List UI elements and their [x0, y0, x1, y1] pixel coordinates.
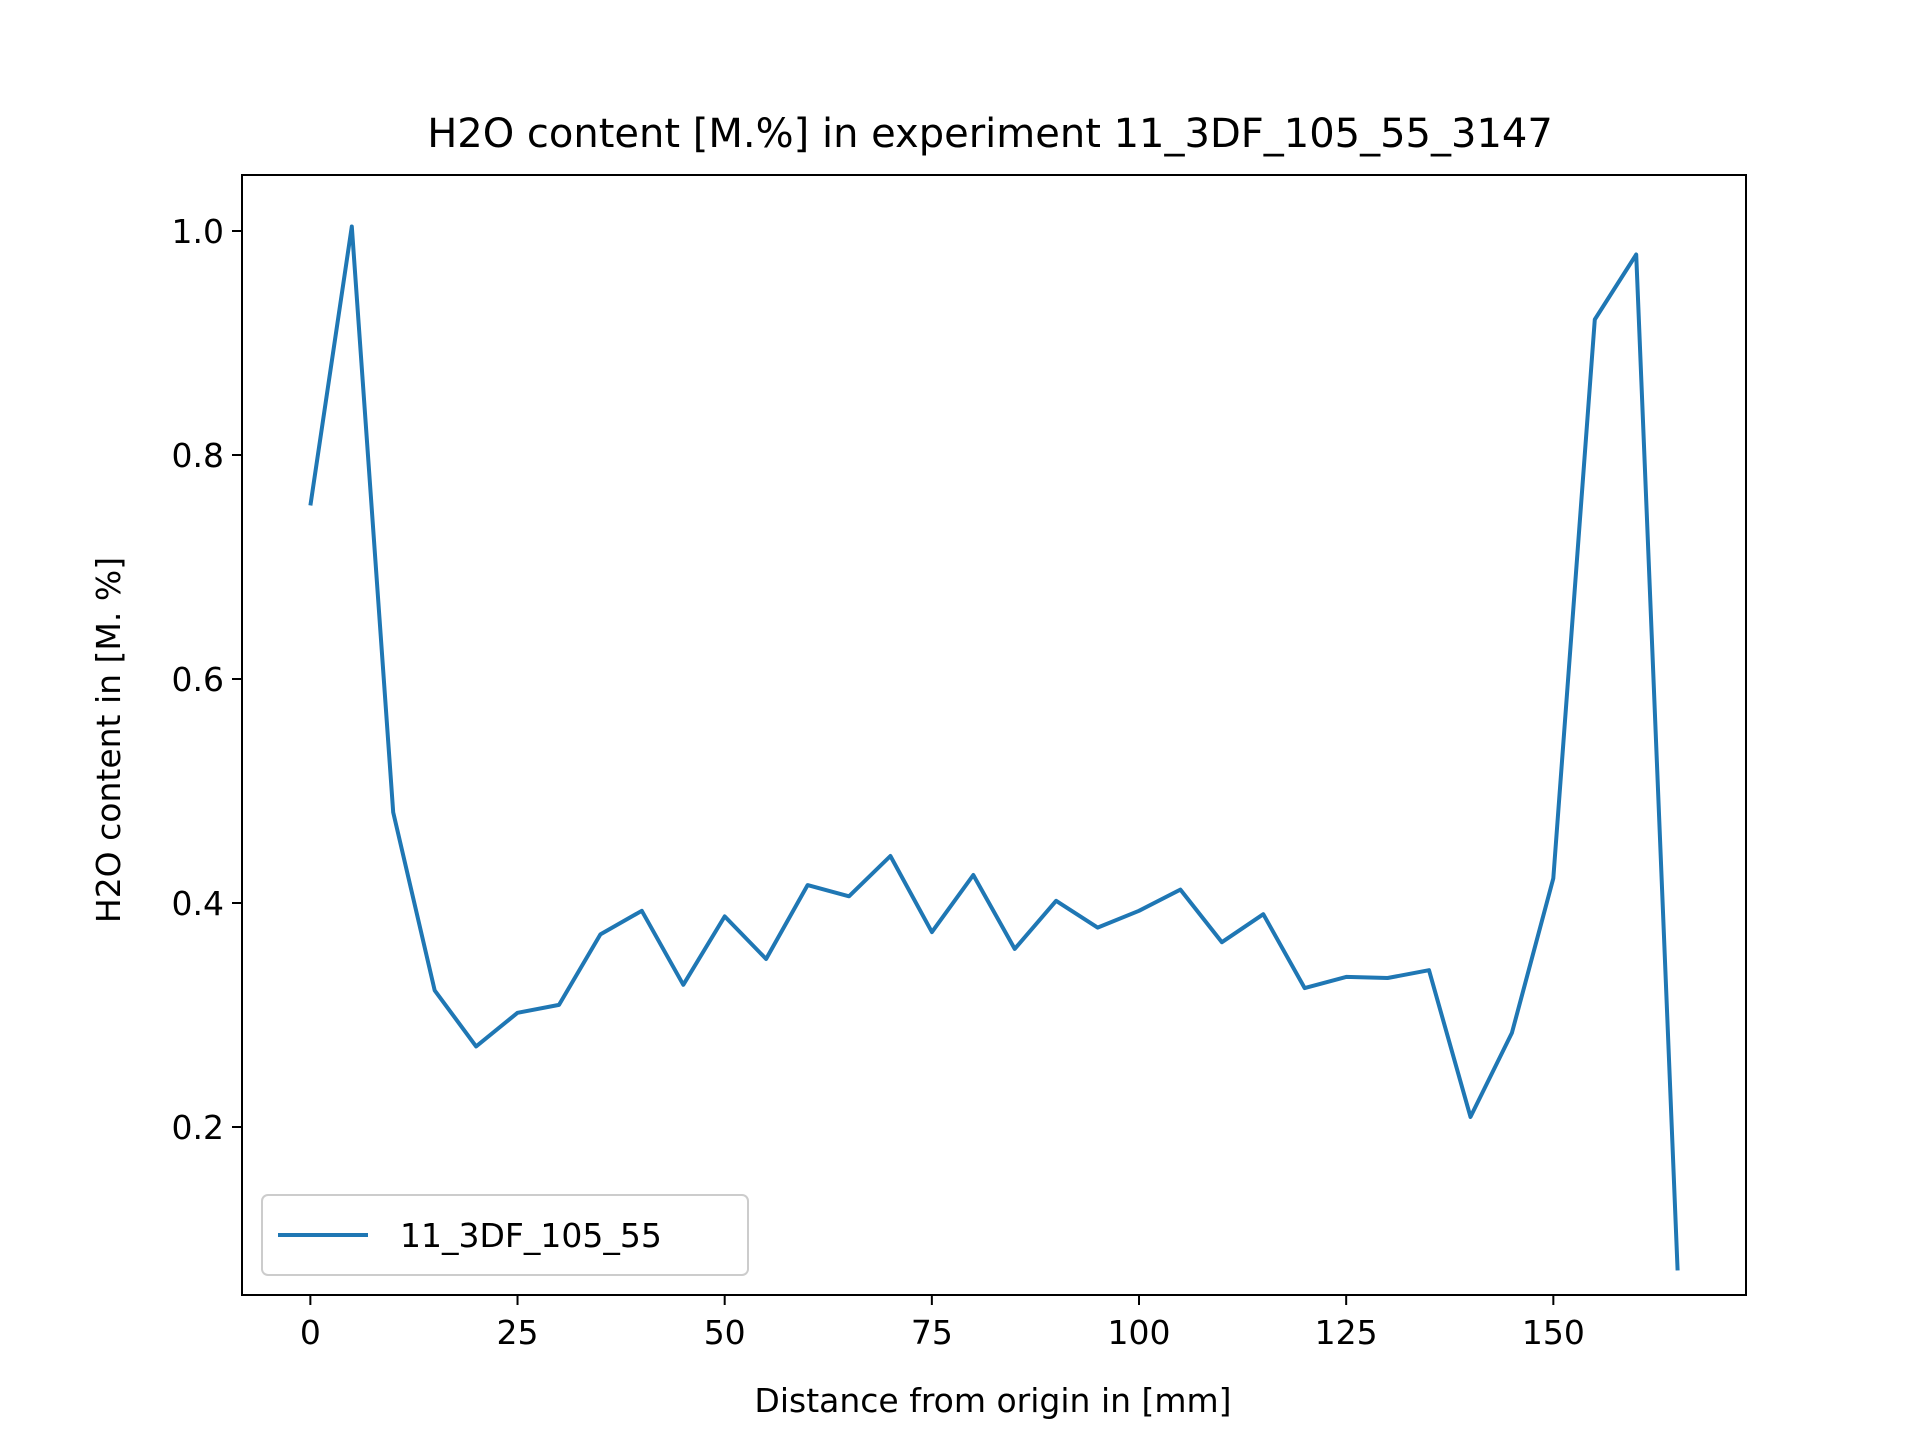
series-line-11_3DF_105_55: [308, 224, 1680, 1271]
y-tick-label: 0.6: [172, 660, 224, 699]
x-tick-label: 150: [1522, 1313, 1585, 1352]
x-axis-label: Distance from origin in [mm]: [754, 1381, 1231, 1420]
x-tick-label: 50: [704, 1313, 746, 1352]
legend: 11_3DF_105_55: [261, 1194, 749, 1276]
y-tick-label: 0.2: [172, 1108, 224, 1147]
x-tick-label: 0: [300, 1313, 321, 1352]
axes-frame: [241, 174, 1747, 1296]
x-tick-label: 25: [497, 1313, 539, 1352]
x-tick-label: 100: [1108, 1313, 1171, 1352]
y-axis: 0.2 0.4 0.6 0.8 1.0: [172, 212, 242, 1147]
x-tick-label: 75: [911, 1313, 953, 1352]
plot-area: [308, 224, 1680, 1271]
legend-box: [261, 1194, 749, 1276]
chart-title: H2O content [M.%] in experiment 11_3DF_1…: [427, 111, 1553, 157]
y-tick-label: 1.0: [172, 212, 224, 251]
legend-label: 11_3DF_105_55: [400, 1216, 662, 1255]
y-tick-label: 0.8: [172, 436, 224, 475]
y-axis-label: H2O content in [M. %]: [89, 557, 128, 923]
x-tick-label: 125: [1315, 1313, 1378, 1352]
y-tick-label: 0.4: [172, 884, 224, 923]
x-axis: 0 25 50 75 100 125 150: [300, 1295, 1585, 1352]
